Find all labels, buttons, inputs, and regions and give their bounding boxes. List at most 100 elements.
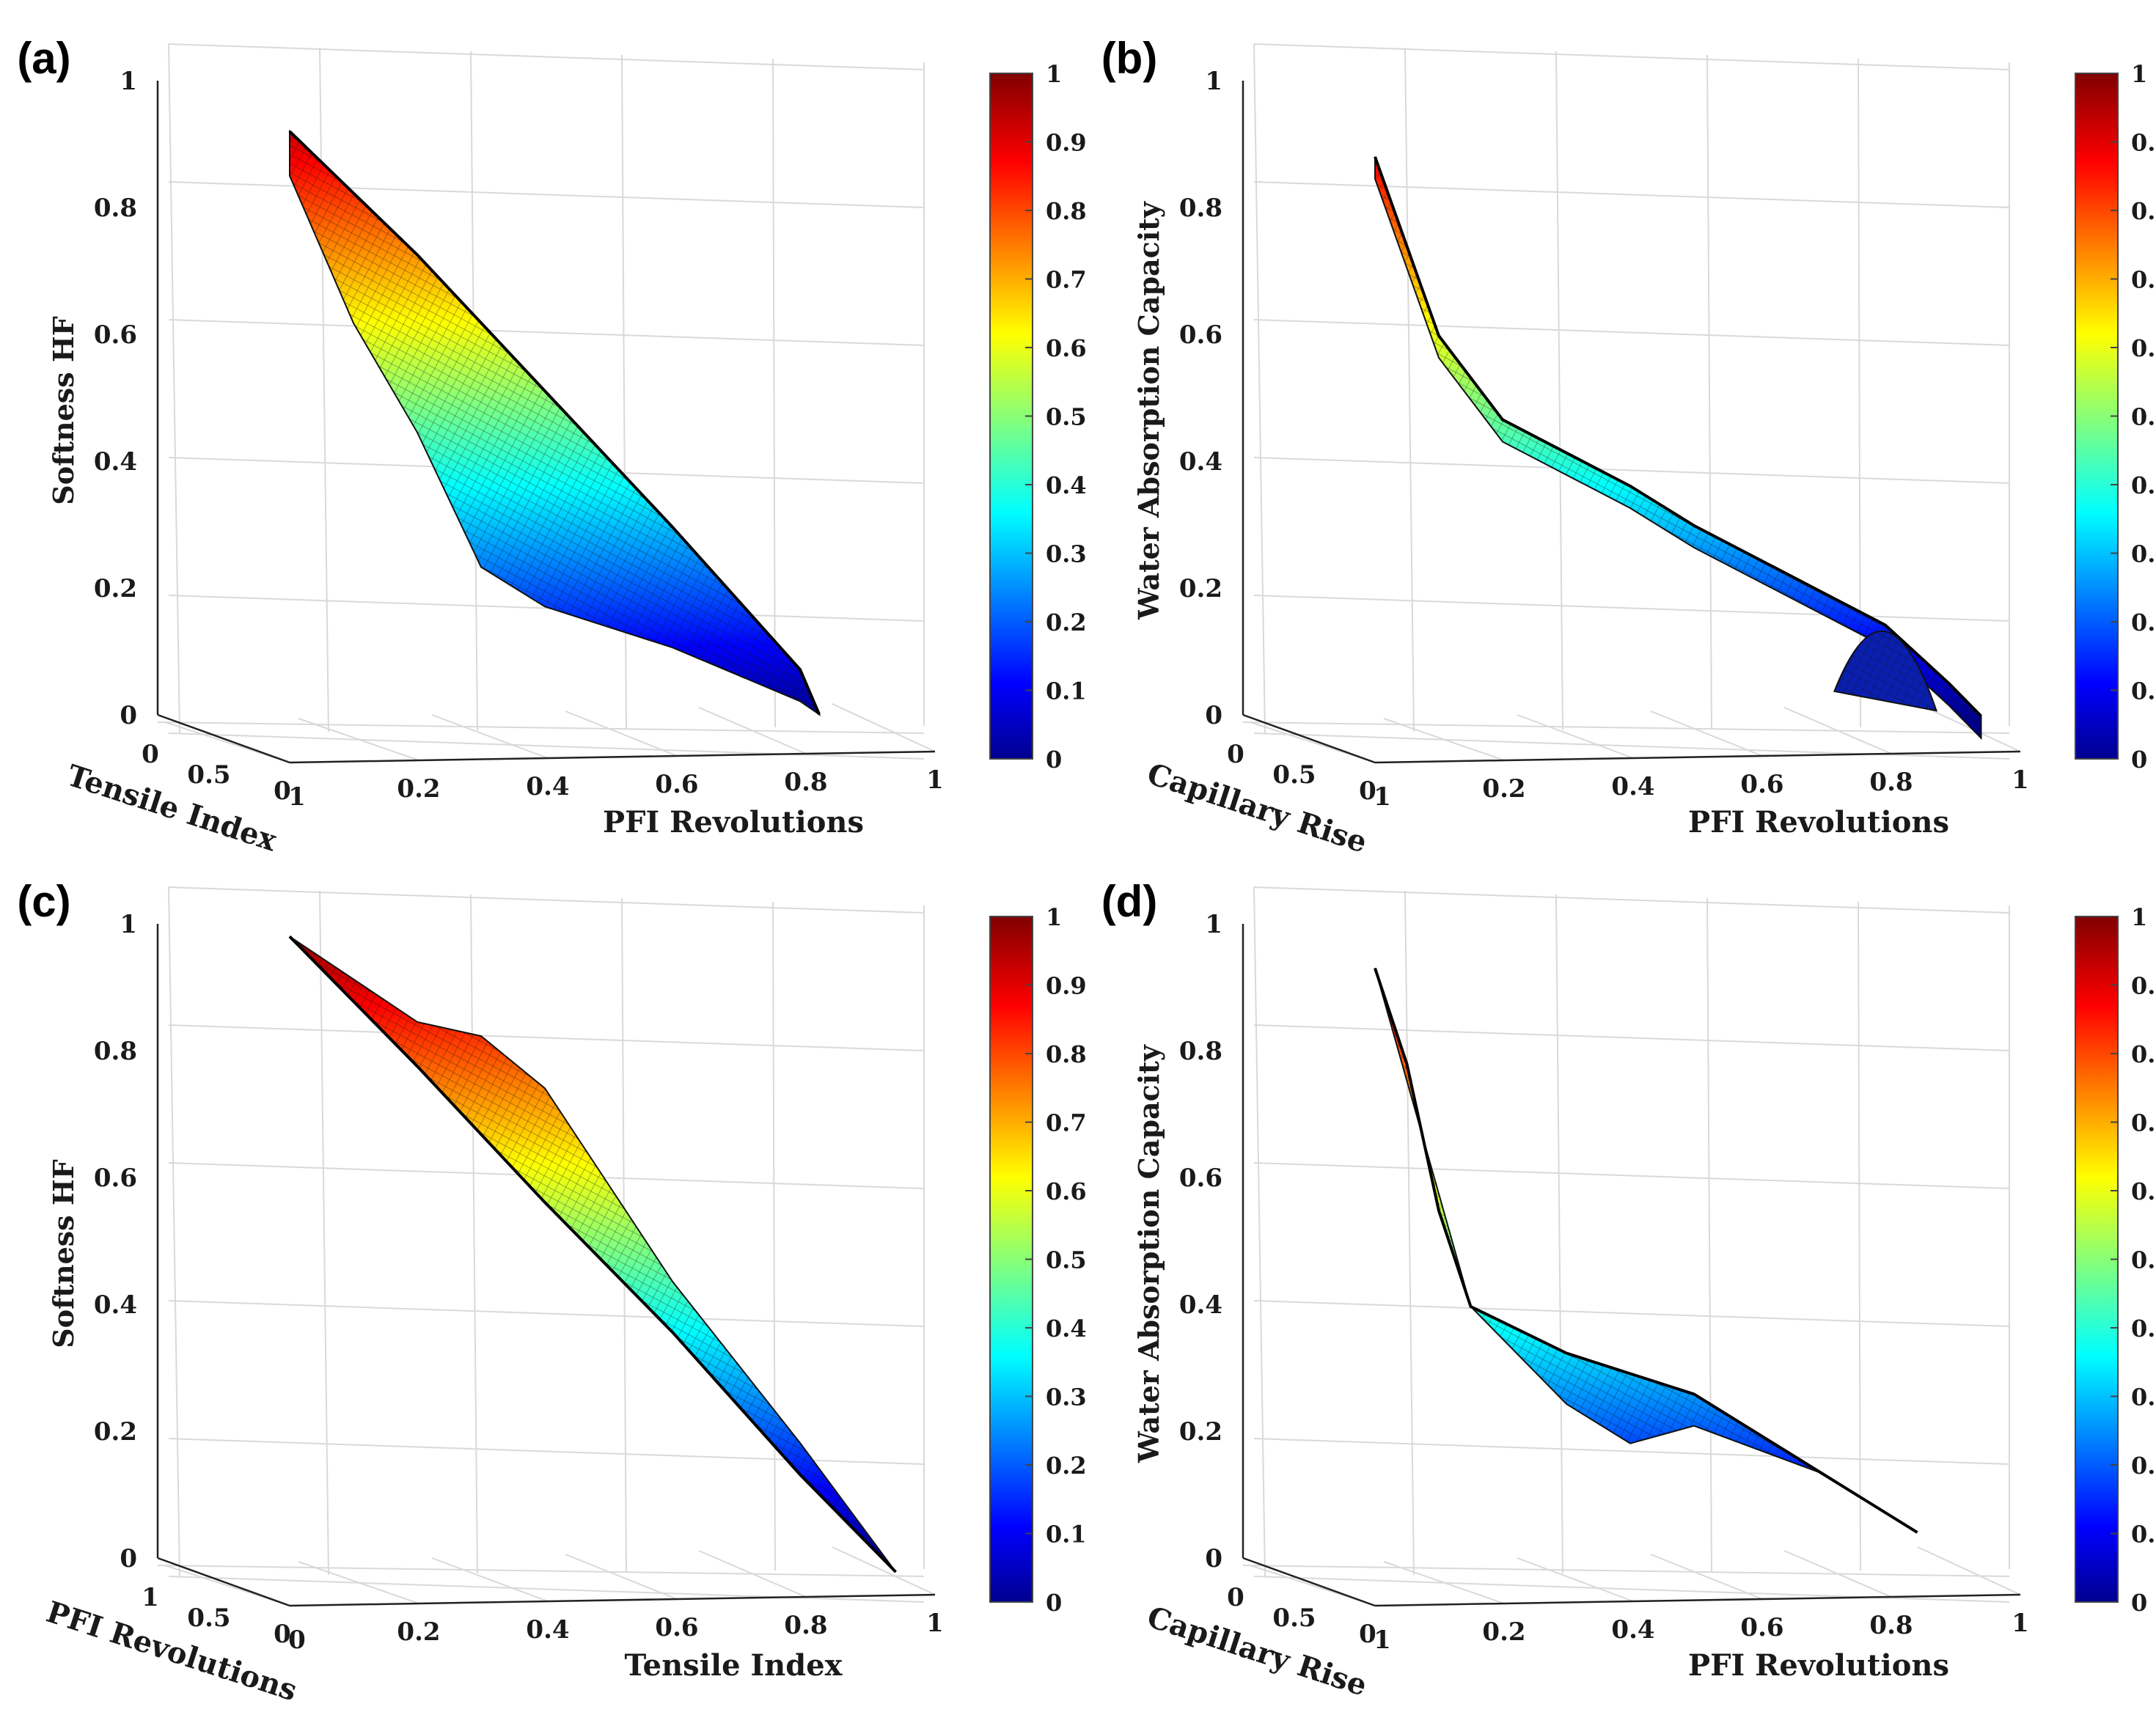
colorbar-tick-label: 0.9 bbox=[1046, 972, 1087, 1000]
grid-line bbox=[1706, 54, 1712, 730]
panel-letter: (b) bbox=[1101, 34, 1158, 83]
y-tick-label: 0 bbox=[1227, 1583, 1244, 1612]
x-axis-label: Tensile Index bbox=[624, 1648, 843, 1683]
colorbar: 0 0.1 0.2 0.3 0.4 0.5 0.6 0.7 0.8 0.9 1 bbox=[989, 903, 1087, 1617]
surface bbox=[288, 935, 897, 1573]
x-axis-line bbox=[289, 1593, 936, 1607]
colorbar-tick-label: 0.7 bbox=[1046, 1109, 1087, 1137]
panel-letter: (c) bbox=[17, 877, 70, 926]
colorbar-tick-label: 0.9 bbox=[1046, 129, 1087, 157]
colorbar-tick-label: 0 bbox=[2131, 1589, 2147, 1617]
grid-line bbox=[1253, 457, 2010, 484]
grid-line bbox=[1517, 714, 1634, 759]
grid-line bbox=[298, 1561, 419, 1604]
panel-letter: (d) bbox=[1101, 877, 1158, 926]
colorbar: 0 0.1 0.2 0.3 0.4 0.5 0.6 0.7 0.8 0.9 1 bbox=[989, 60, 1087, 774]
z-tick-label: 0.2 bbox=[94, 574, 137, 603]
colorbar-tick-label: 0.3 bbox=[2131, 1384, 2156, 1411]
grid-line bbox=[1706, 897, 1712, 1573]
grid-line bbox=[168, 1576, 925, 1603]
x-tick-label: 0.4 bbox=[1611, 772, 1654, 801]
x-tick-label: 0.4 bbox=[526, 772, 569, 801]
grid-line bbox=[470, 894, 478, 1574]
colorbar-tick-label: 0.8 bbox=[1046, 197, 1087, 225]
x-tick-label: 0.8 bbox=[1869, 1611, 1913, 1640]
y-axis-line bbox=[157, 713, 290, 764]
grid-line bbox=[1650, 1554, 1763, 1600]
grid-line bbox=[1555, 51, 1563, 731]
z-tick-label: 0 bbox=[1205, 1544, 1222, 1573]
colorbar-tick-label: 0.8 bbox=[1046, 1040, 1087, 1068]
z-tick-label: 0 bbox=[120, 701, 137, 730]
panel-letter: (a) bbox=[17, 34, 70, 83]
colorbar: 0 0.1 0.2 0.3 0.4 0.5 0.6 0.7 0.8 0.9 1 bbox=[2075, 60, 2156, 774]
grid-line bbox=[1253, 1300, 2010, 1327]
colorbar-tick-label: 0.5 bbox=[1046, 403, 1087, 431]
y-axis-label: Capillary Rise bbox=[1143, 1600, 1371, 1703]
grid-line bbox=[431, 1557, 549, 1602]
axes bbox=[156, 924, 936, 1607]
colorbar-tick-label: 0.2 bbox=[1046, 1452, 1087, 1480]
colorbar-tick-label: 0.1 bbox=[2131, 677, 2156, 705]
x-tick-label: 0.8 bbox=[784, 768, 827, 797]
x-tick-label: 0 bbox=[1359, 1620, 1376, 1649]
panel-b: (b)00.20.40.60.810 0.2 0.4 0.6 0.8 100.51Wate… bbox=[1101, 34, 2156, 860]
z-tick-label: 0 bbox=[120, 1544, 137, 1573]
y-axis-label: Capillary Rise bbox=[1143, 757, 1371, 860]
grid-line bbox=[1404, 47, 1415, 732]
colorbar-tick-label: 0.3 bbox=[1046, 540, 1087, 568]
grid-line bbox=[168, 1300, 925, 1327]
colorbar-tick-label: 1 bbox=[2131, 60, 2147, 88]
x-axis-label: PFI Revolutions bbox=[1688, 1648, 1949, 1683]
x-axis-line bbox=[289, 750, 936, 764]
colorbar-tick-label: 0.2 bbox=[1046, 609, 1087, 636]
y-axis-label: PFI Revolutions bbox=[43, 1595, 301, 1708]
grid-line bbox=[168, 886, 180, 1577]
colorbar-tick-label: 0.3 bbox=[2131, 540, 2156, 568]
grid-line bbox=[565, 710, 678, 757]
grid-line bbox=[1253, 1438, 2010, 1465]
colorbar-tick-label: 1 bbox=[1046, 60, 1062, 88]
grid-line bbox=[168, 43, 180, 734]
y-tick-label: 1 bbox=[1374, 782, 1391, 812]
colorbar-tick-label: 0.7 bbox=[2131, 266, 2156, 294]
grid-line bbox=[1383, 1561, 1505, 1604]
z-tick-label: 1 bbox=[1205, 67, 1222, 96]
grid-line bbox=[157, 1565, 925, 1577]
grid-line bbox=[1242, 1565, 2010, 1577]
z-tick-label: 0.8 bbox=[1179, 1037, 1222, 1066]
grid-line bbox=[1253, 1576, 2010, 1603]
grid-line bbox=[772, 901, 776, 1571]
grid-line bbox=[157, 721, 925, 734]
grid-line bbox=[1253, 595, 2010, 622]
x-tick-label: 0.8 bbox=[1869, 768, 1913, 797]
grid-line bbox=[168, 595, 925, 622]
colorbar-tick-label: 0.7 bbox=[1046, 266, 1087, 294]
z-axis-label: Water Absorption Capacity bbox=[1132, 201, 1165, 620]
grid-line bbox=[1253, 886, 1266, 1577]
z-tick-label: 0.6 bbox=[1179, 1164, 1222, 1193]
z-tick-label: 0 bbox=[1205, 701, 1222, 730]
y-tick-label: 0 bbox=[1227, 740, 1244, 769]
colorbar-tick-label: 0.8 bbox=[2131, 197, 2156, 225]
grid-lines bbox=[157, 886, 936, 1606]
colorbar-tick-label: 0.6 bbox=[2131, 334, 2156, 362]
z-tick-label: 0.2 bbox=[1179, 1417, 1222, 1447]
grid-line bbox=[1555, 894, 1563, 1574]
x-axis-line bbox=[1374, 1593, 2021, 1607]
colorbar-tick-label: 0.8 bbox=[2131, 1040, 2156, 1068]
surface-ridge bbox=[1374, 967, 1918, 1534]
grid-line bbox=[1253, 732, 2010, 760]
y-axis-line bbox=[1242, 1557, 1376, 1607]
grid-line bbox=[1650, 710, 1763, 757]
z-tick-label: 1 bbox=[120, 910, 137, 939]
axes bbox=[156, 81, 936, 764]
y-tick-label: 0 bbox=[288, 1625, 306, 1655]
surface bbox=[1374, 156, 1982, 741]
x-tick-label: 0.2 bbox=[397, 1617, 440, 1647]
colorbar-tick-label: 0.4 bbox=[2131, 1315, 2156, 1342]
colorbar-tick-label: 0.1 bbox=[1046, 1521, 1087, 1549]
x-tick-label: 0.2 bbox=[1482, 1617, 1525, 1647]
colorbar-tick-label: 0.1 bbox=[2131, 1521, 2156, 1549]
z-tick-label: 0.4 bbox=[94, 1290, 137, 1320]
